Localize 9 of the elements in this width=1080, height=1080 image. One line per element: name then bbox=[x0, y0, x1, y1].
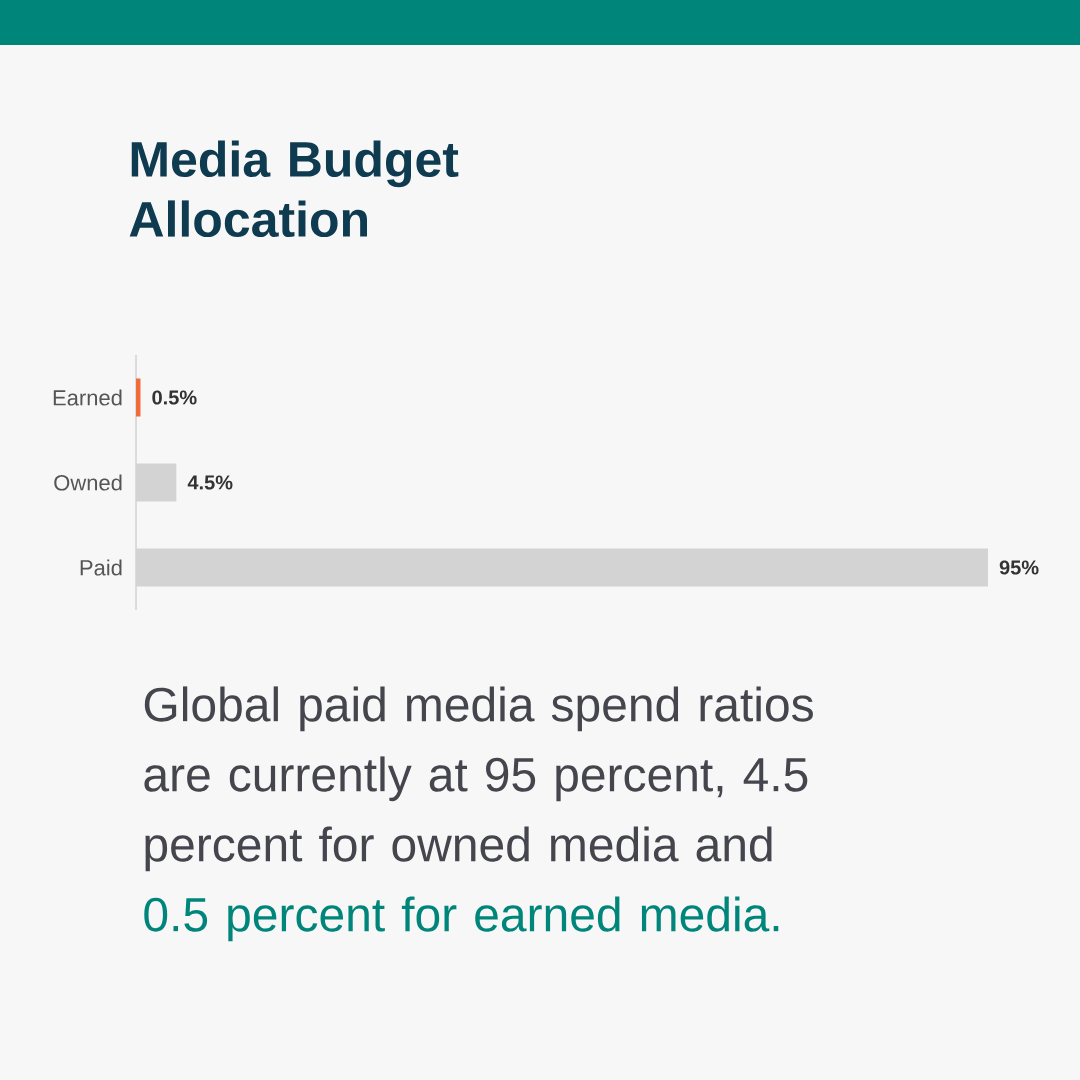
text: 0.5 percent for earned media. bbox=[144, 896, 779, 942]
data-label: 4.5% bbox=[187, 475, 233, 490]
y-tick-label: Earned bbox=[53, 389, 122, 406]
chart-title: Media Budget Allocation bbox=[129, 140, 459, 238]
data-label: 0.5% bbox=[152, 390, 197, 405]
data-label: 95% bbox=[999, 560, 1039, 575]
y-tick-label: Paid bbox=[80, 559, 122, 576]
text: Global paid media spend ratios are currently at 95 percent, 4.5 percent for owned media and bbox=[144, 686, 813, 872]
y-tick-label: Owned bbox=[54, 474, 122, 491]
